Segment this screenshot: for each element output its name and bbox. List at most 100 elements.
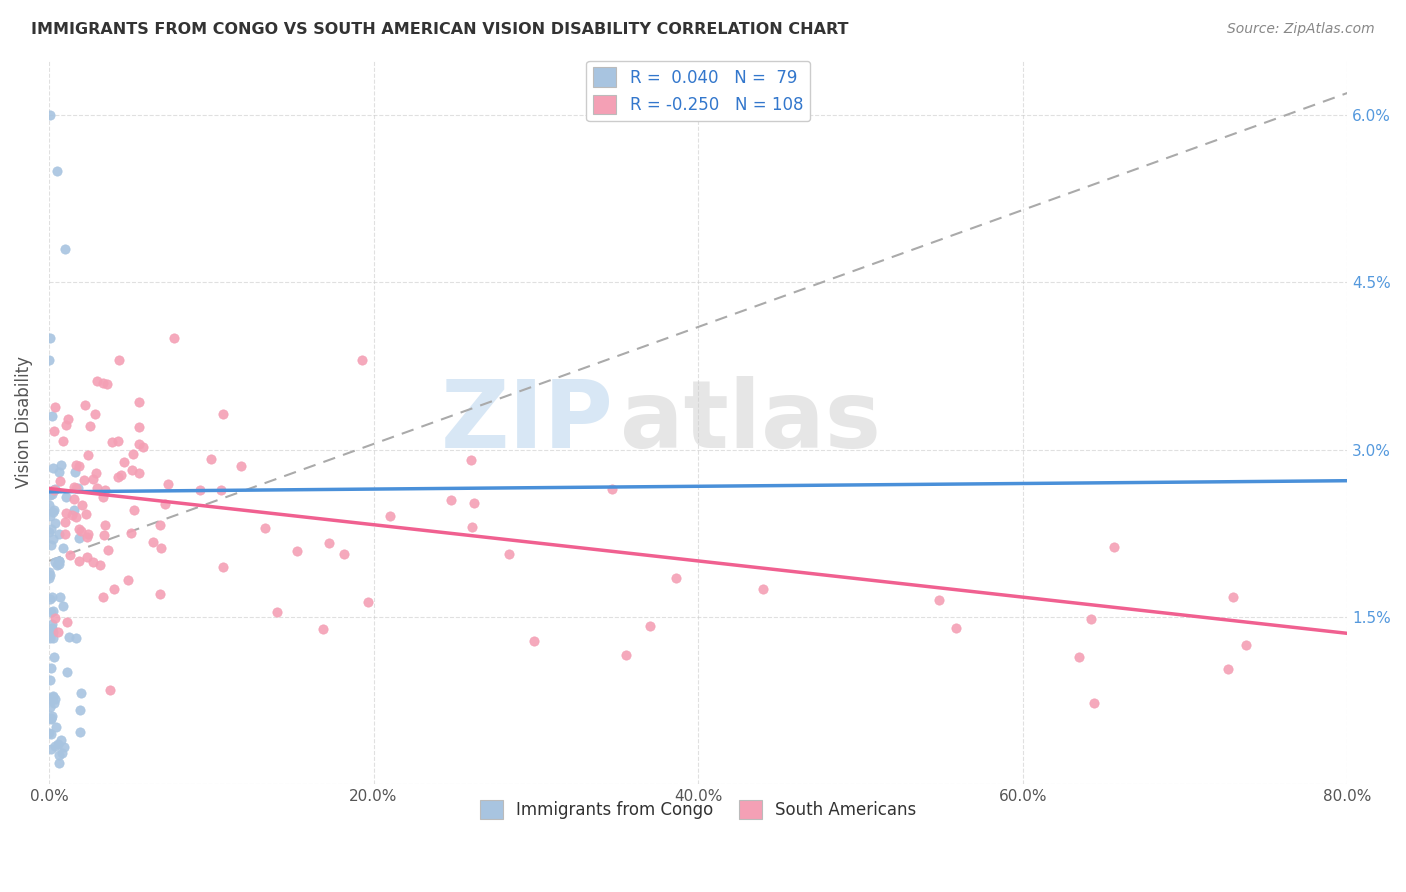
Point bbox=[128, 437, 150, 451]
Point bbox=[107, 434, 129, 449]
Point bbox=[70, 685, 93, 699]
Point bbox=[55, 417, 77, 432]
Point bbox=[212, 408, 235, 422]
Point bbox=[333, 547, 356, 561]
Point bbox=[440, 492, 463, 507]
Point bbox=[69, 703, 91, 717]
Point bbox=[101, 434, 124, 449]
Point bbox=[48, 554, 70, 568]
Point bbox=[39, 606, 62, 620]
Point bbox=[42, 461, 65, 475]
Point bbox=[149, 517, 172, 532]
Point bbox=[110, 467, 132, 482]
Point bbox=[350, 352, 373, 367]
Point bbox=[132, 441, 155, 455]
Point bbox=[665, 571, 688, 585]
Point bbox=[149, 587, 172, 601]
Point bbox=[357, 595, 380, 609]
Point bbox=[42, 631, 65, 645]
Point bbox=[460, 452, 482, 467]
Point bbox=[94, 483, 117, 498]
Point bbox=[38, 509, 60, 524]
Point bbox=[42, 483, 65, 497]
Point bbox=[42, 483, 65, 498]
Point bbox=[52, 740, 75, 755]
Point bbox=[42, 503, 65, 517]
Point bbox=[84, 408, 107, 422]
Point bbox=[614, 648, 637, 662]
Point bbox=[42, 425, 65, 439]
Point bbox=[67, 531, 90, 545]
Point bbox=[163, 331, 186, 345]
Point bbox=[69, 524, 91, 539]
Point bbox=[38, 673, 60, 688]
Point bbox=[41, 409, 63, 423]
Point bbox=[77, 449, 100, 463]
Point bbox=[70, 498, 93, 512]
Point bbox=[76, 530, 98, 544]
Point bbox=[266, 605, 288, 619]
Point bbox=[209, 483, 232, 497]
Point bbox=[41, 708, 63, 723]
Point bbox=[56, 615, 79, 629]
Point bbox=[285, 544, 308, 558]
Point bbox=[53, 515, 76, 529]
Point bbox=[128, 466, 150, 480]
Point bbox=[38, 571, 60, 585]
Point bbox=[65, 458, 87, 472]
Point bbox=[39, 742, 62, 756]
Point bbox=[65, 632, 87, 646]
Point bbox=[59, 548, 82, 562]
Point bbox=[318, 536, 340, 550]
Point bbox=[42, 532, 65, 546]
Point bbox=[38, 524, 60, 539]
Point bbox=[46, 164, 69, 178]
Point bbox=[1218, 662, 1240, 676]
Point bbox=[76, 550, 98, 565]
Point bbox=[46, 737, 69, 751]
Point bbox=[1104, 540, 1126, 554]
Point bbox=[55, 491, 77, 505]
Point bbox=[42, 604, 65, 618]
Point bbox=[121, 463, 143, 477]
Point bbox=[48, 466, 70, 480]
Point bbox=[112, 455, 135, 469]
Point bbox=[48, 554, 70, 568]
Point bbox=[67, 481, 90, 495]
Point bbox=[86, 466, 108, 480]
Point bbox=[48, 557, 70, 571]
Point bbox=[48, 756, 70, 771]
Point bbox=[752, 582, 775, 596]
Point bbox=[55, 506, 77, 520]
Point bbox=[63, 492, 86, 507]
Point bbox=[73, 398, 96, 412]
Point bbox=[39, 700, 62, 714]
Point bbox=[55, 242, 77, 256]
Point bbox=[38, 498, 60, 512]
Point bbox=[75, 507, 97, 521]
Point bbox=[253, 521, 276, 535]
Point bbox=[1080, 612, 1102, 626]
Point bbox=[44, 692, 66, 706]
Point bbox=[100, 682, 122, 697]
Point bbox=[523, 633, 546, 648]
Point bbox=[200, 451, 222, 466]
Point bbox=[65, 509, 87, 524]
Point bbox=[38, 488, 60, 502]
Point bbox=[188, 483, 211, 497]
Point bbox=[44, 483, 66, 497]
Point bbox=[67, 522, 90, 536]
Point bbox=[42, 625, 65, 640]
Point bbox=[91, 590, 114, 604]
Point bbox=[41, 617, 63, 632]
Point bbox=[67, 554, 90, 568]
Point bbox=[79, 418, 101, 433]
Point bbox=[41, 690, 63, 704]
Point bbox=[44, 516, 66, 530]
Point bbox=[38, 624, 60, 638]
Point bbox=[93, 527, 115, 541]
Point bbox=[49, 591, 72, 605]
Point bbox=[461, 520, 484, 534]
Point bbox=[928, 593, 950, 607]
Point bbox=[94, 517, 117, 532]
